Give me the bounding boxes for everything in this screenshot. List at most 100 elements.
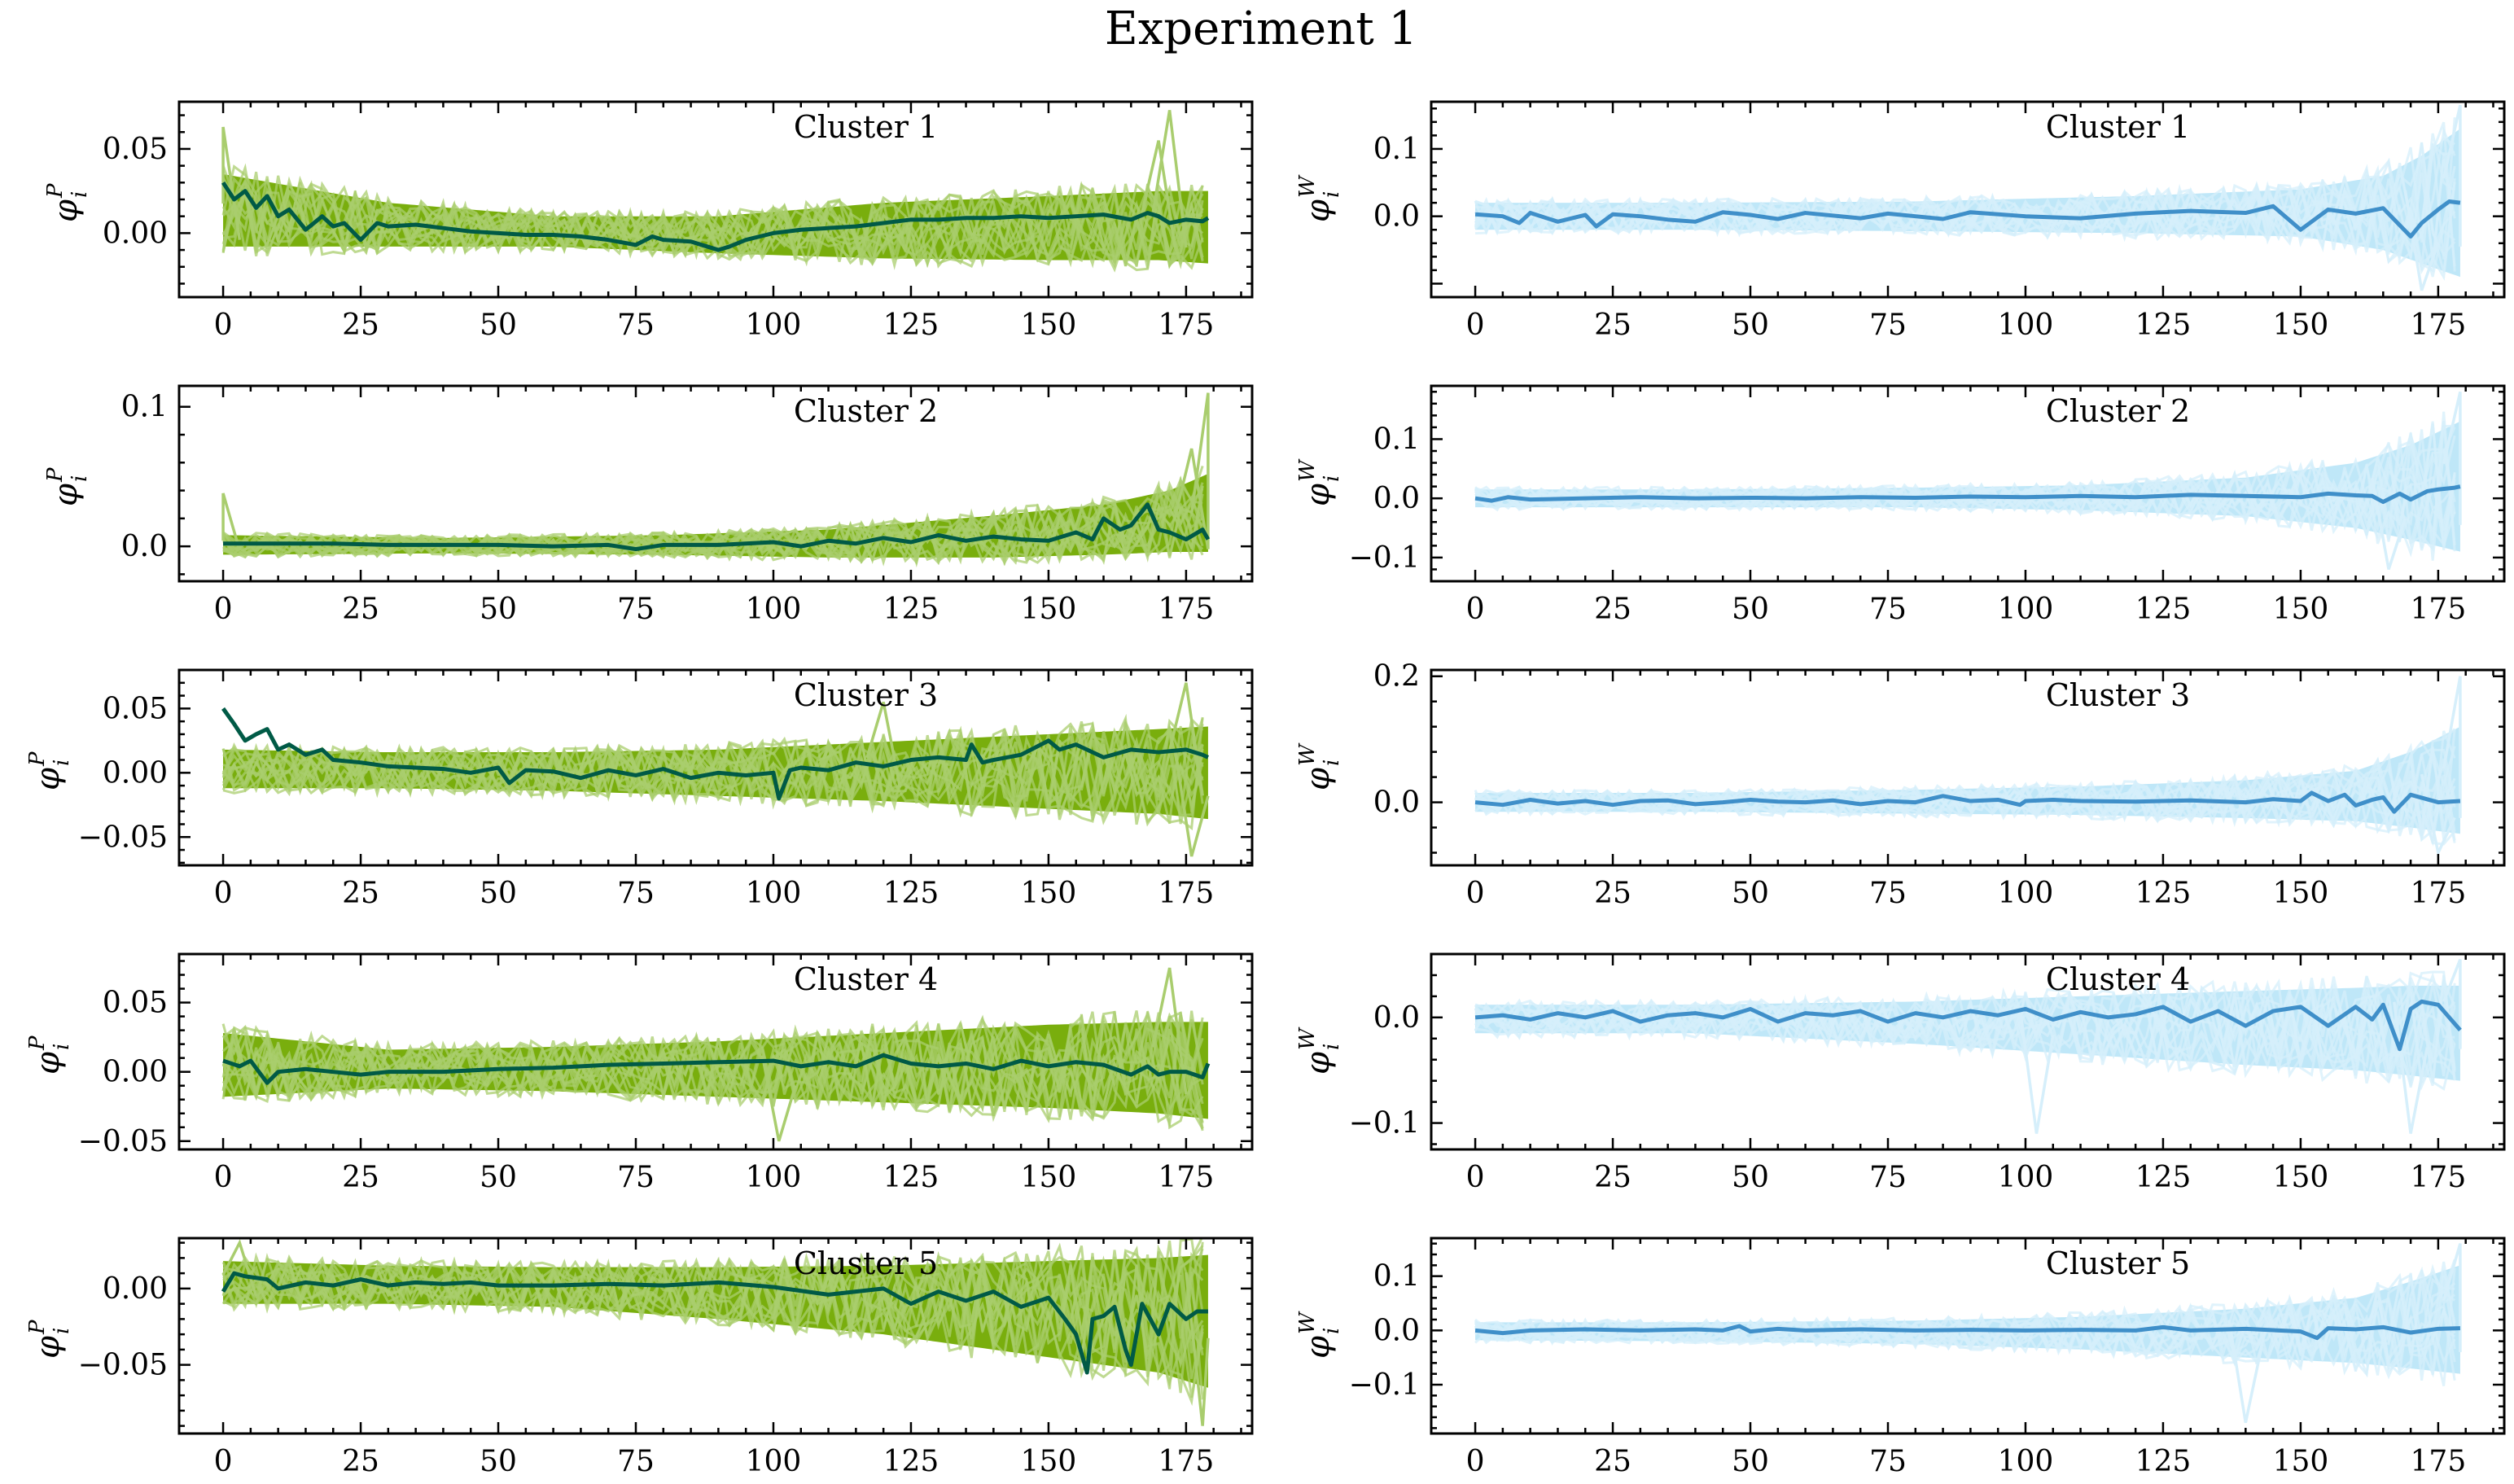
x-tick-label: 125: [883, 1445, 939, 1478]
y-axis-label: φP i: [43, 467, 92, 506]
y-axis-label-symbol: φ: [47, 484, 85, 506]
x-tick-label: 0: [1466, 1445, 1485, 1478]
x-tick-label: 50: [1732, 1161, 1769, 1194]
y-axis-label-subscript: i: [1320, 760, 1344, 766]
plot-area: [1474, 391, 2462, 570]
mean-line: [221, 181, 1210, 252]
x-tick-label: 50: [480, 309, 517, 342]
x-tick-label: 175: [1158, 877, 1215, 910]
x-tick-label: 100: [1998, 1161, 2054, 1194]
x-tick-label: 100: [746, 593, 802, 626]
subplot-w-5: 0 25 50 75 100 125 150 175 −0.1 0.0 0.1 φW i Cluster …: [1295, 1237, 2506, 1478]
x-tick-label: 75: [617, 309, 655, 342]
sample-line: [221, 164, 1204, 260]
x-tick-label: 25: [1594, 877, 1631, 910]
y-axis-label-subscript: i: [1320, 475, 1344, 482]
x-tick-label: 0: [214, 309, 233, 342]
sample-line: [222, 717, 1204, 824]
sample-line: [221, 1017, 1204, 1118]
plot-area: [221, 682, 1210, 857]
subplot-p-5: 0 25 50 75 100 125 150 175 −0.05 0.00 φP i Cluster 5: [25, 1237, 1254, 1478]
y-tick-label: 0.00: [103, 1272, 168, 1306]
y-axis-label: φP i: [43, 183, 92, 222]
x-tick-label: 50: [1732, 1445, 1769, 1478]
outlier-line: [2442, 391, 2462, 525]
x-tick-label: 100: [746, 877, 802, 910]
sample-line: [221, 1013, 1204, 1123]
plot-area: [221, 1238, 1210, 1426]
subplot-w-3: 0 25 50 75 100 125 150 175 0.0 0.2 φW i Cluster 3: [1295, 660, 2506, 910]
x-tick-label: 175: [1158, 1161, 1215, 1194]
sample-line: [221, 1252, 1204, 1381]
figure-title: Experiment 1: [1105, 2, 1417, 55]
x-tick-label: 75: [1869, 877, 1907, 910]
cluster-title: Cluster 4: [2046, 961, 2190, 997]
x-tick-label: 0: [214, 1161, 233, 1194]
outlier-line: [1173, 448, 1210, 549]
x-tick-label: 0: [1466, 309, 1485, 342]
x-tick-label: 75: [617, 1445, 655, 1478]
y-tick-label: 0.2: [1373, 660, 1420, 694]
outlier-line: [2442, 1243, 2462, 1352]
x-tick-label: 75: [1869, 593, 1907, 626]
x-tick-label: 25: [342, 1161, 379, 1194]
x-tick-label: 75: [1869, 309, 1907, 342]
x-tick-label: 175: [2411, 309, 2467, 342]
outlier-line: [2227, 1320, 2264, 1424]
sample-line: [221, 485, 1204, 563]
y-axis-label: φP i: [25, 1035, 74, 1075]
y-tick-label: −0.1: [1349, 1107, 1420, 1140]
outlier-line: [2442, 676, 2462, 818]
x-tick-label: 100: [1998, 877, 2054, 910]
mean-line: [1474, 790, 2461, 814]
subplot-w-4: 0 25 50 75 100 125 150 175 −0.1 0.0 φW i Cluster 4: [1295, 952, 2506, 1194]
y-tick-label: 0.00: [103, 1056, 168, 1089]
x-tick-label: 75: [617, 877, 655, 910]
x-tick-label: 100: [746, 309, 802, 342]
y-axis-label-symbol: φ: [1299, 768, 1337, 790]
x-tick-label: 0: [214, 877, 233, 910]
sample-line: [223, 1015, 1204, 1123]
y-axis-label-superscript: P: [25, 1320, 50, 1335]
x-tick-label: 100: [1998, 593, 2054, 626]
x-tick-label: 0: [1466, 877, 1485, 910]
sample-line: [1474, 1275, 2456, 1378]
axes-frame: [1430, 100, 2506, 299]
plot-area: [1474, 958, 2462, 1134]
x-tick-label: 150: [2273, 309, 2329, 342]
plot-area: [221, 392, 1211, 568]
y-axis-label-subscript: i: [1320, 1044, 1344, 1050]
y-axis-label: φW i: [1295, 1311, 1344, 1359]
y-axis-label-superscript: W: [1295, 1027, 1320, 1050]
y-tick-label: −0.05: [78, 1125, 168, 1158]
x-tick-label: 50: [1732, 309, 1769, 342]
y-tick-label: 0.0: [1373, 200, 1420, 234]
y-axis-label-subscript: i: [50, 1044, 74, 1050]
axes-frame: [177, 384, 1254, 583]
sample-line: [221, 720, 1204, 827]
y-axis-label-subscript: i: [50, 1328, 74, 1334]
mean-line: [222, 1053, 1211, 1085]
y-tick-label: −0.1: [1349, 541, 1420, 575]
outlier-line: [221, 492, 242, 551]
y-axis-label-subscript: i: [68, 191, 92, 198]
cluster-title: Cluster 5: [794, 1245, 938, 1281]
mean-line: [1474, 484, 2461, 505]
axes-frame: [1430, 952, 2506, 1151]
cluster-title: Cluster 3: [2046, 677, 2190, 713]
axes-frame: [1430, 668, 2506, 867]
x-tick-label: 0: [214, 593, 233, 626]
x-tick-label: 150: [1021, 593, 1077, 626]
outlier-line: [2018, 1007, 2055, 1134]
x-tick-label: 75: [1869, 1445, 1907, 1478]
y-tick-label: 0.0: [1373, 1001, 1420, 1035]
x-tick-label: 150: [2273, 1445, 2329, 1478]
x-tick-label: 25: [1594, 1161, 1631, 1194]
mean-line: [221, 1271, 1208, 1375]
y-axis-label-superscript: W: [1295, 1311, 1320, 1334]
outlier-line: [760, 1055, 797, 1142]
x-tick-label: 150: [2273, 877, 2329, 910]
outlier-line: [2371, 477, 2407, 570]
